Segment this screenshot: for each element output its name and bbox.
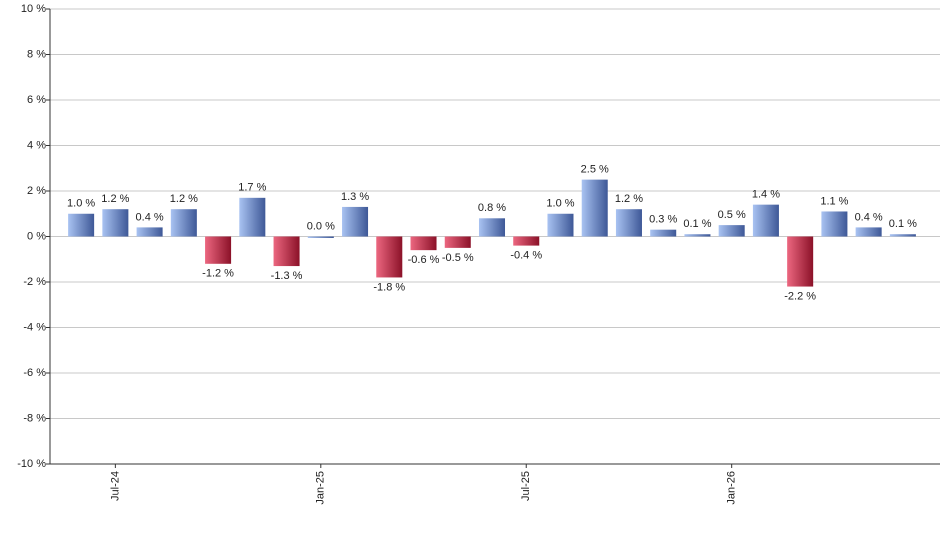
- value-label: 1.4 %: [752, 189, 780, 201]
- bar: [718, 225, 745, 237]
- bar: [170, 209, 197, 237]
- value-label: 2.5 %: [581, 164, 609, 176]
- value-label: -0.6 %: [408, 254, 440, 266]
- bar: [342, 206, 369, 237]
- bar: [205, 236, 232, 264]
- bar: [376, 236, 403, 278]
- value-label: 0.3 %: [649, 214, 677, 226]
- value-label: -1.8 %: [373, 281, 405, 293]
- value-label: -2.2 %: [784, 290, 816, 302]
- y-tick-label: -10 %: [17, 458, 46, 470]
- bar: [889, 234, 916, 237]
- y-tick-label: 2 %: [27, 185, 46, 197]
- x-tick-label: Jan-26: [726, 471, 738, 505]
- bar: [478, 218, 506, 237]
- bar: [444, 236, 471, 248]
- value-label: -0.5 %: [442, 252, 474, 264]
- bar: [102, 209, 129, 237]
- y-tick-label: 6 %: [27, 94, 46, 106]
- x-tick-label: Jan-25: [315, 471, 327, 505]
- value-label: 1.0 %: [546, 198, 574, 210]
- bar: [615, 209, 642, 237]
- bar: [136, 227, 163, 237]
- bar: [68, 213, 95, 237]
- y-tick-label: 0 %: [27, 230, 46, 242]
- bar: [821, 211, 848, 237]
- value-label: 1.2 %: [615, 193, 643, 205]
- y-tick-label: 10 %: [21, 3, 46, 15]
- bar: [239, 197, 266, 237]
- value-label: 1.1 %: [820, 195, 848, 207]
- value-label: 1.7 %: [238, 182, 266, 194]
- x-tick-label: Jul-25: [520, 471, 532, 501]
- bar: [273, 236, 300, 267]
- value-label: -1.2 %: [202, 268, 234, 280]
- value-label: 0.5 %: [718, 209, 746, 221]
- value-label: 0.4 %: [855, 211, 883, 223]
- value-label: 0.0 %: [307, 220, 335, 232]
- bar: [787, 236, 814, 287]
- value-label: 1.2 %: [101, 193, 129, 205]
- bar: [650, 229, 677, 237]
- value-label: 1.0 %: [67, 198, 95, 210]
- bar: [581, 179, 608, 237]
- y-tick-label: -8 %: [23, 412, 46, 424]
- bar: [307, 236, 334, 238]
- x-tick-label: Jul-24: [109, 471, 121, 501]
- y-tick-label: 4 %: [27, 139, 46, 151]
- value-label: 1.3 %: [341, 191, 369, 203]
- value-label: -1.3 %: [271, 270, 303, 282]
- y-tick-label: -2 %: [23, 276, 46, 288]
- bar: [752, 204, 779, 237]
- y-tick-label: -4 %: [23, 321, 46, 333]
- value-label: 0.8 %: [478, 202, 506, 214]
- bar: [855, 227, 882, 237]
- value-label: 0.4 %: [136, 211, 164, 223]
- value-label: 0.1 %: [889, 218, 917, 230]
- y-tick-label: -6 %: [23, 367, 46, 379]
- bar: [513, 236, 540, 246]
- bar: [547, 213, 574, 237]
- bar: [684, 234, 711, 237]
- value-label: 1.2 %: [170, 193, 198, 205]
- bar: [410, 236, 437, 251]
- y-tick-label: 8 %: [27, 48, 46, 60]
- value-label: 0.1 %: [683, 218, 711, 230]
- value-label: -0.4 %: [510, 250, 542, 262]
